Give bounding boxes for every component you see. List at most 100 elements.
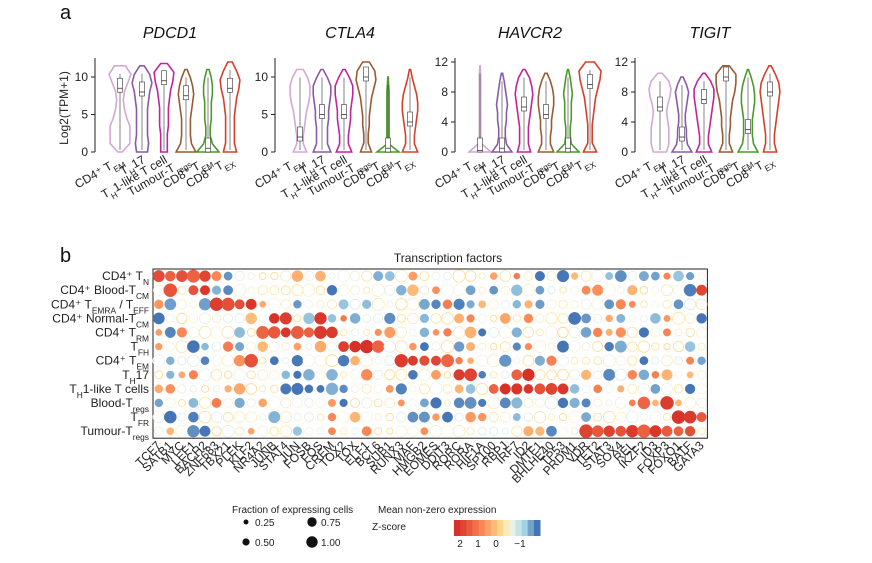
dotplot-dot xyxy=(592,341,604,353)
dotplot-dot xyxy=(686,356,695,365)
dotplot-dot xyxy=(603,410,616,424)
dotplot-dot xyxy=(524,343,533,351)
dotplot-dot xyxy=(221,325,235,339)
violin-box xyxy=(297,126,303,142)
dotplot-dot xyxy=(570,300,579,309)
dotplot-dot xyxy=(511,425,523,437)
dotplot-dot xyxy=(569,369,581,381)
dotplot-dot xyxy=(419,313,430,324)
dotplot-dot xyxy=(637,382,650,395)
dotplot-dot xyxy=(258,272,267,280)
dotplot-dot xyxy=(651,356,660,365)
dotplot-dot xyxy=(394,354,408,368)
dotplot-dot xyxy=(408,271,418,281)
dotplot-dot xyxy=(499,270,512,282)
dotplot-dot xyxy=(406,297,420,311)
dotplot-dot xyxy=(210,355,223,367)
dotplot-dot xyxy=(270,271,279,281)
dotplot-dot xyxy=(661,369,673,381)
dotplot-row-label: CD4⁺ TRM xyxy=(95,325,149,343)
dotplot-dot xyxy=(581,285,591,295)
dotplot-dot xyxy=(511,369,523,381)
dotplot-dot xyxy=(259,300,267,308)
violin-shape xyxy=(312,68,332,153)
dotplot-dot xyxy=(292,426,303,436)
dotplot-dot xyxy=(568,340,581,353)
dotplot-dot xyxy=(349,369,361,381)
color-bar-swatch xyxy=(533,520,541,536)
dotplot-dot xyxy=(233,368,247,382)
dotplot-dot xyxy=(430,397,442,409)
violin-box xyxy=(587,74,593,89)
dotplot-dot xyxy=(522,283,535,297)
dotplot-dot xyxy=(443,371,452,379)
dotplot-dot xyxy=(371,340,385,353)
dotplot-dot xyxy=(557,354,569,367)
dotplot-dot xyxy=(650,327,661,338)
dotplot-dot xyxy=(523,426,534,437)
dotplot-dot xyxy=(593,313,603,323)
dotplot-dot xyxy=(626,410,639,424)
dotplot-dot xyxy=(247,286,256,295)
dotplot-dot xyxy=(499,341,511,352)
dotplot-dot xyxy=(478,300,487,309)
dotplot-dot xyxy=(453,369,465,381)
dotplot-dot xyxy=(476,354,489,367)
dotplot-dot xyxy=(395,411,407,423)
dotplot-dot xyxy=(499,354,512,367)
dotplot-dot xyxy=(155,342,163,351)
dotplot-dot xyxy=(442,299,453,310)
dotplot-dot xyxy=(604,341,614,352)
dotplot-dot xyxy=(281,370,291,380)
dotplot-dot xyxy=(187,354,200,367)
dotplot-dot xyxy=(373,398,383,408)
violin-shape xyxy=(289,68,311,153)
dotplot-dot xyxy=(418,383,430,395)
dotplot-dot xyxy=(280,285,291,296)
dotplot-dot xyxy=(651,370,660,379)
dotplot-dot xyxy=(615,425,627,437)
dotplot-dot xyxy=(209,297,224,311)
dotplot-dot xyxy=(234,326,246,338)
dotplot-dot xyxy=(177,384,187,394)
dotplot-dot xyxy=(221,424,235,438)
dotplot-dot xyxy=(201,384,209,393)
dotplot-dot xyxy=(698,272,706,280)
dotplot-dot xyxy=(293,300,302,309)
dotplot-dot xyxy=(638,271,649,282)
dotplot-dot xyxy=(257,341,269,352)
color-bar-swatch xyxy=(472,520,479,536)
dotplot-dot xyxy=(570,285,580,295)
dotplot-dot xyxy=(325,382,339,396)
dotplot-dot xyxy=(605,384,614,394)
panel-b-label: b xyxy=(60,245,71,267)
dotplot-dot xyxy=(557,313,569,324)
dotplot-dot xyxy=(325,354,339,368)
dotplot-dot xyxy=(247,272,255,280)
dotplot-dot xyxy=(293,314,302,323)
size-legend-dot xyxy=(243,519,249,525)
dotplot-dot xyxy=(407,312,419,325)
dotplot-dot xyxy=(580,369,592,380)
dotplot-dot xyxy=(292,397,303,409)
dotplot-dot xyxy=(211,426,222,437)
violin-panel-title: CTLA4 xyxy=(325,25,375,42)
dotplot-dot xyxy=(464,270,477,282)
dotplot-dot xyxy=(291,270,304,282)
dotplot-dot xyxy=(465,411,476,423)
y-tick-label: 0 xyxy=(81,145,88,159)
dotplot-dot xyxy=(614,368,627,381)
dotplot-dot xyxy=(198,326,212,339)
dotplot-dot xyxy=(443,328,452,337)
violin-shape xyxy=(131,65,153,153)
dotplot-dot xyxy=(269,285,280,296)
color-bar-swatch xyxy=(490,520,498,536)
color-bar-swatch xyxy=(460,520,467,536)
dotplot-dot xyxy=(384,326,396,339)
dotplot-dot xyxy=(304,384,314,394)
size-legend-label: 0.50 xyxy=(255,538,275,549)
violin-shape xyxy=(174,68,198,153)
dotplot-dot xyxy=(257,369,269,381)
